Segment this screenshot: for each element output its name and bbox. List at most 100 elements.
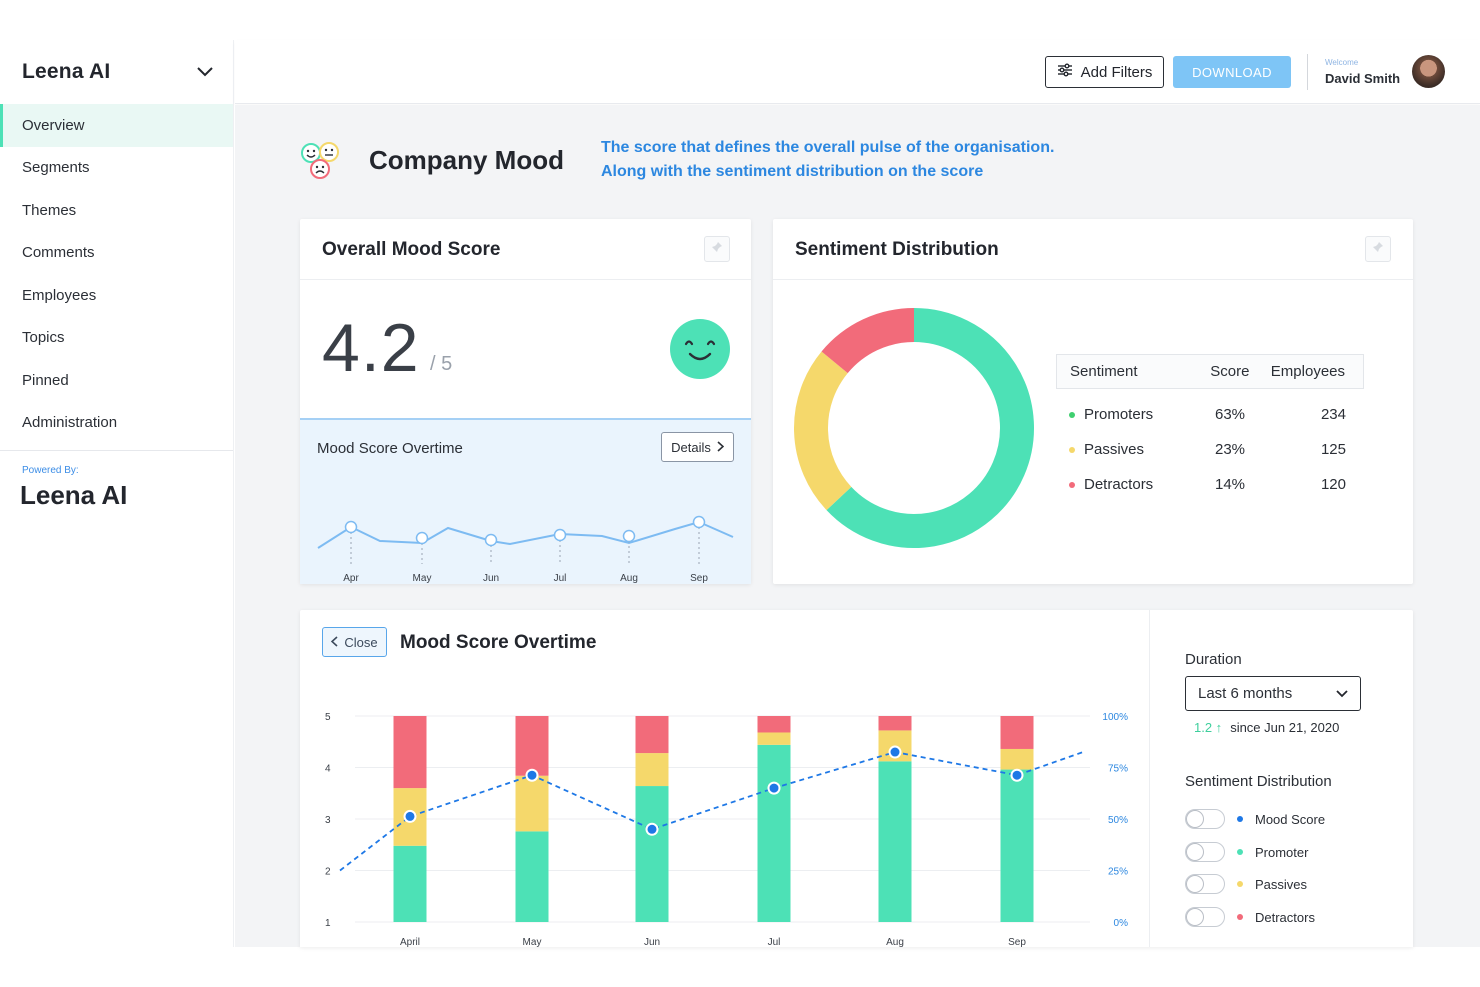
toggle-row-detractors: Detractors <box>1185 906 1315 928</box>
sidebar-item-themes[interactable]: Themes <box>22 201 77 219</box>
row-employees: 120 <box>1320 476 1346 493</box>
mood-score-point <box>525 768 539 782</box>
detractors-toggle[interactable] <box>1185 907 1225 927</box>
y-tick-right: 0% <box>1114 918 1129 929</box>
welcome-label: Welcome <box>1325 58 1359 67</box>
sidebar-item-employees[interactable]: Employees <box>22 286 97 304</box>
y-tick-left: 3 <box>325 815 331 826</box>
pin-button[interactable] <box>1365 236 1391 262</box>
promoter-toggle[interactable] <box>1185 842 1225 862</box>
mood-score-point <box>403 809 417 823</box>
row-employees: 234 <box>1320 406 1346 423</box>
download-button[interactable]: DOWNLOAD <box>1173 56 1291 88</box>
table-row: Passives 23% 125 <box>1056 432 1364 467</box>
sentiment-donut-chart <box>794 308 1034 548</box>
detractors-dot <box>1237 914 1243 920</box>
page-description-line-2: Along with the sentiment distribution on… <box>601 163 984 180</box>
row-score: 23% <box>1214 441 1246 458</box>
bar-promoter <box>1000 769 1034 922</box>
toggle-row-promoter: Promoter <box>1185 841 1308 863</box>
trend-point <box>692 515 706 529</box>
mood-score-dot <box>1237 816 1243 822</box>
bar-passives <box>757 732 791 745</box>
details-button[interactable]: Details <box>661 432 734 462</box>
sidebar-item-segments[interactable]: Segments <box>22 159 90 177</box>
mood-score-point <box>1010 768 1024 782</box>
bar-passives <box>635 753 669 787</box>
sidebar-item-comments[interactable]: Comments <box>22 244 95 262</box>
y-tick-right: 50% <box>1108 815 1128 826</box>
since-text: 1.2 ↑ since Jun 21, 2020 <box>1194 720 1339 735</box>
pin-button[interactable] <box>704 236 730 262</box>
trend-month-label: May <box>413 573 432 584</box>
bar-detractors <box>393 716 427 789</box>
bar-promoter <box>515 831 549 922</box>
toggle-row-passives: Passives <box>1185 873 1307 895</box>
mood-trend-chart: Apr May Jun Jul Aug Sep <box>317 515 734 584</box>
header-employees: Employees <box>1270 363 1345 380</box>
close-button[interactable]: Close <box>322 627 387 657</box>
page-description-line-1: The score that defines the overall pulse… <box>601 139 1055 156</box>
sidebar-item-topics[interactable]: Topics <box>22 329 65 347</box>
x-tick-label: Jul <box>768 937 781 947</box>
row-score: 14% <box>1214 476 1246 493</box>
close-label: Close <box>344 634 378 650</box>
distribution-label: Sentiment Distribution <box>1185 773 1332 790</box>
sidebar-item-overview[interactable]: Overview <box>0 104 233 147</box>
bar-detractors <box>757 716 791 733</box>
detractor-dot <box>1069 481 1075 488</box>
trend-point <box>484 533 498 547</box>
trend-point <box>553 528 567 542</box>
y-tick-right: 100% <box>1102 712 1128 723</box>
details-label: Details <box>671 439 711 455</box>
powered-by-label: Powered By: <box>22 465 79 476</box>
passives-toggle[interactable] <box>1185 874 1225 894</box>
pin-icon <box>711 240 723 258</box>
chevron-down-icon[interactable] <box>197 64 213 80</box>
chart-title: Mood Score Overtime <box>400 632 597 653</box>
x-tick-label: Jun <box>644 937 660 947</box>
card-divider <box>300 279 751 280</box>
bar-detractors <box>515 716 549 776</box>
row-label: Detractors <box>1084 476 1154 493</box>
duration-select[interactable]: Last 6 months <box>1185 676 1361 711</box>
sentiment-table-header: Sentiment Score Employees <box>1056 354 1364 389</box>
mood-score-point <box>645 822 659 836</box>
overall-mood-card: Overall Mood Score 4.2 / 5 Mood Score Ov… <box>300 219 751 584</box>
sidebar-item-administration[interactable]: Administration <box>22 414 118 432</box>
sidebar-divider <box>0 450 233 451</box>
chevron-left-icon <box>331 635 338 650</box>
add-filters-label: Add Filters <box>1080 63 1153 81</box>
promoter-dot <box>1237 849 1243 855</box>
toggle-row-mood-score: Mood Score <box>1185 808 1325 830</box>
duration-label: Duration <box>1185 651 1242 668</box>
table-row: Promoters 63% 234 <box>1056 397 1364 432</box>
y-tick-left: 2 <box>325 867 331 878</box>
page-title: Company Mood <box>369 145 564 175</box>
filter-sliders-icon <box>1057 63 1073 81</box>
add-filters-button[interactable]: Add Filters <box>1045 56 1164 88</box>
x-tick-label: Aug <box>886 937 904 947</box>
sidebar-item-pinned[interactable]: Pinned <box>22 371 69 389</box>
trend-month-label: Aug <box>620 573 638 584</box>
trend-month-label: Jul <box>554 573 567 584</box>
toggle-label: Mood Score <box>1255 811 1326 827</box>
bar-promoter <box>757 744 791 922</box>
bar-promoter <box>393 845 427 922</box>
x-tick-label: Sep <box>1008 937 1026 947</box>
bar-detractors <box>635 716 669 754</box>
trend-point <box>415 531 429 545</box>
passive-dot <box>1069 446 1075 453</box>
table-row: Detractors 14% 120 <box>1056 467 1364 502</box>
trend-month-label: Sep <box>690 573 708 584</box>
mood-score-toggle[interactable] <box>1185 809 1225 829</box>
avatar[interactable] <box>1412 55 1445 88</box>
mood-trend-panel: Mood Score Overtime Details Apr May Jun Jul… <box>300 418 751 584</box>
promoter-dot <box>1069 411 1075 418</box>
duration-value: Last 6 months <box>1198 685 1293 702</box>
trend-point <box>344 520 358 534</box>
y-tick-right: 25% <box>1108 867 1128 878</box>
mood-score-line <box>339 751 1084 872</box>
chevron-down-icon <box>1336 685 1348 702</box>
org-switcher[interactable]: Leena AI <box>0 40 233 104</box>
